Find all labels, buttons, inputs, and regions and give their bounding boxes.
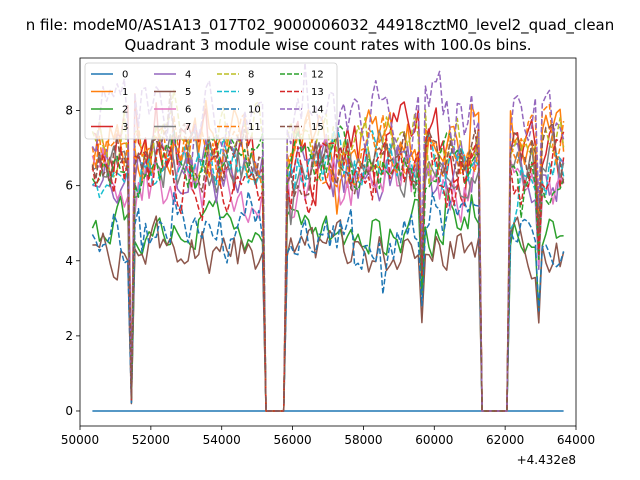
x-tick-label: 56000 [273,433,311,447]
x-tick-label: 64000 [557,433,595,447]
legend-label-10: 10 [248,105,261,116]
legend-label-9: 9 [248,87,254,98]
x-tick-label: 60000 [415,433,453,447]
legend-label-0: 0 [122,70,128,81]
y-tick-label: 2 [65,329,73,343]
legend-label-15: 15 [311,122,324,133]
chart-title: Quadrant 3 module wise count rates with … [124,36,531,54]
legend-label-6: 6 [185,105,191,116]
plot-frame [79,57,577,427]
legend-box [84,62,338,140]
x-tick-label: 52000 [132,433,170,447]
x-tick-label: 58000 [344,433,382,447]
x-tick-label: 50000 [61,433,99,447]
figure-suptitle: n file: modeM0/AS1A13_017T02_9000006032_… [26,16,615,35]
legend-label-5: 5 [185,87,191,98]
x-offset-label: +4.432e8 [517,453,576,467]
y-tick-label: 4 [65,254,73,268]
legend-label-3: 3 [122,122,128,133]
x-tick-label: 62000 [486,433,524,447]
legend-label-8: 8 [248,70,254,81]
y-tick-label: 0 [65,404,73,418]
legend-label-14: 14 [311,105,324,116]
legend-label-11: 11 [248,122,261,133]
legend-label-7: 7 [185,122,191,133]
legend-label-1: 1 [122,87,128,98]
y-tick-label: 6 [65,179,73,193]
legend-label-13: 13 [311,87,324,98]
legend-label-12: 12 [311,70,324,81]
legend-label-4: 4 [185,70,191,81]
x-tick-label: 54000 [203,433,241,447]
y-tick-label: 8 [65,104,73,118]
legend-label-2: 2 [122,105,128,116]
